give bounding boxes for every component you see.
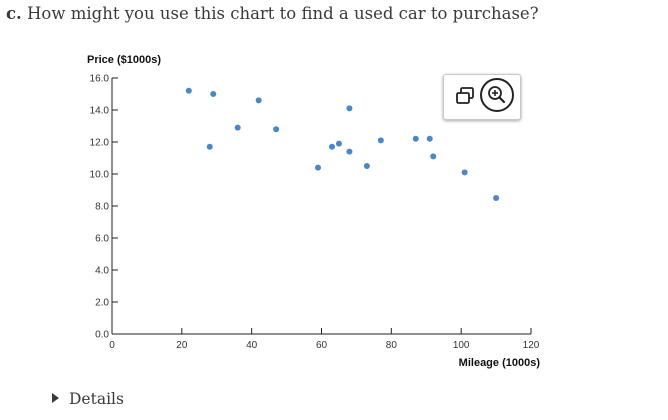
y-tick-label: 12.0: [90, 138, 110, 149]
x-tick-label: 40: [246, 340, 258, 351]
x-tick-label: 80: [386, 340, 398, 351]
details-toggle[interactable]: Details: [52, 390, 124, 408]
y-tick-label: 10.0: [90, 170, 110, 181]
data-point: [363, 163, 370, 169]
x-tick-label: 20: [176, 340, 188, 351]
data-point: [412, 135, 419, 142]
x-axis-title: Mileage (1000s): [459, 357, 541, 369]
copy-windows-icon: [456, 87, 474, 104]
data-points: [185, 87, 500, 201]
data-point: [234, 124, 241, 131]
y-tick-label: 14.0: [90, 106, 110, 117]
data-point: [377, 137, 384, 144]
data-point: [328, 143, 335, 150]
data-point: [210, 91, 217, 97]
caret-right-icon: [52, 393, 59, 403]
data-point: [346, 148, 353, 155]
zoom-in-icon: [488, 86, 506, 104]
y-tick-label: 4.0: [95, 266, 109, 277]
data-point: [315, 164, 322, 171]
y-axis-title: Price ($1000s): [87, 54, 161, 66]
data-point: [335, 140, 342, 147]
y-tick-label: 16.0: [90, 74, 110, 85]
data-point: [255, 97, 262, 104]
chart-toolbar: [443, 74, 521, 120]
data-point: [185, 87, 192, 94]
data-point: [493, 195, 500, 201]
question-body: How might you use this chart to find a u…: [27, 4, 539, 23]
y-tick-label: 6.0: [95, 234, 109, 245]
x-axis: 0 20 40 60 80 100 120: [109, 328, 540, 351]
question-text: c. How might you use this chart to find …: [6, 4, 539, 23]
data-point: [346, 105, 353, 112]
zoom-button[interactable]: [480, 78, 514, 112]
x-tick-label: 120: [523, 340, 540, 351]
y-axis: 0.0 2.0 4.0 6.0 8.0 10.0 12.0 14.0 16.0: [90, 74, 118, 341]
data-point: [430, 153, 437, 160]
data-point: [273, 126, 280, 133]
copy-button[interactable]: [454, 85, 476, 107]
data-point: [461, 169, 468, 176]
y-tick-label: 0.0: [95, 330, 109, 341]
details-label: Details: [69, 390, 124, 408]
data-point: [426, 135, 433, 142]
data-point: [206, 143, 213, 150]
x-tick-label: 0: [109, 340, 115, 351]
x-tick-label: 100: [453, 340, 470, 351]
y-tick-label: 8.0: [95, 202, 109, 213]
x-tick-label: 60: [316, 340, 328, 351]
question-label: c.: [6, 4, 22, 23]
y-tick-label: 2.0: [95, 298, 109, 309]
